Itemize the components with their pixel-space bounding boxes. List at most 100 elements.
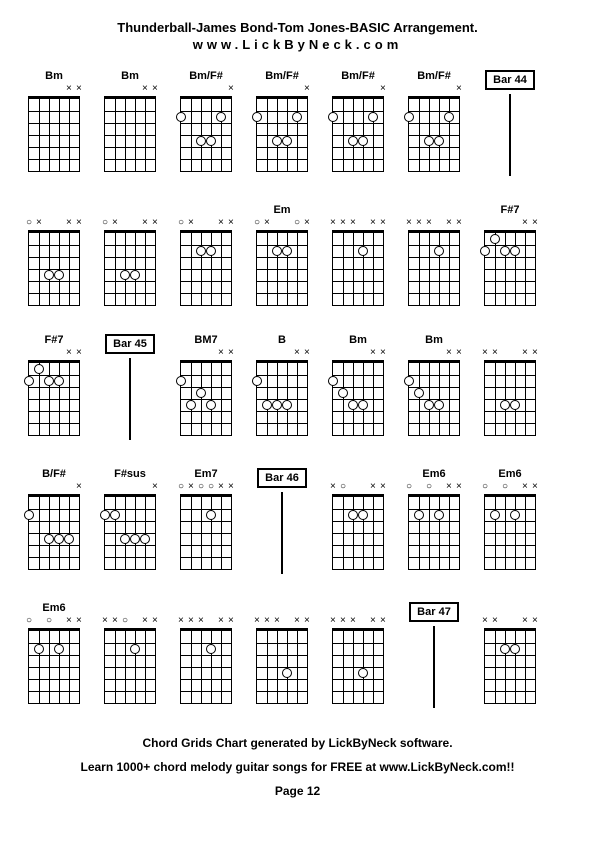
chord-cell: Em6○○×× xyxy=(405,468,463,570)
finger-dot xyxy=(510,644,520,654)
chord-cell: Bm/F# × xyxy=(329,70,387,172)
mute-marker: × xyxy=(370,616,376,626)
mute-marker: × xyxy=(218,616,224,626)
chord-label: Em6 xyxy=(498,468,521,482)
mute-marker: × xyxy=(370,218,376,228)
chord-label: Bm xyxy=(121,70,139,84)
finger-dot xyxy=(110,510,120,520)
fretboard-grid xyxy=(180,494,232,570)
chord-cell: ○××× xyxy=(101,204,159,306)
mute-marker: × xyxy=(152,482,158,492)
finger-dot xyxy=(54,270,64,280)
finger-dot xyxy=(140,534,150,544)
mute-marker: × xyxy=(152,616,158,626)
finger-dot xyxy=(272,136,282,146)
mute-marker: × xyxy=(142,218,148,228)
mute-marker: × xyxy=(102,616,108,626)
fretboard-grid xyxy=(104,494,156,570)
bar-line xyxy=(509,94,511,176)
top-markers: ×× xyxy=(105,86,155,96)
fretboard-grid xyxy=(484,230,536,306)
finger-dot xyxy=(34,644,44,654)
mute-marker: × xyxy=(228,616,234,626)
top-markers: ○××× xyxy=(181,220,231,230)
finger-dot xyxy=(206,136,216,146)
chord-cell: Bm ×× xyxy=(405,334,463,436)
mute-marker: × xyxy=(350,218,356,228)
chord-cell: Bm×× xyxy=(329,334,387,436)
mute-marker: × xyxy=(304,348,310,358)
chord-cell: F#7×× xyxy=(481,204,539,306)
finger-dot xyxy=(358,510,368,520)
fretboard-grid xyxy=(256,360,308,436)
open-marker: ○ xyxy=(198,482,204,492)
mute-marker: × xyxy=(380,84,386,94)
mute-marker: × xyxy=(522,482,528,492)
top-markers: ○○×× xyxy=(29,618,79,628)
chord-cell: ××××× xyxy=(177,602,235,704)
mute-marker: × xyxy=(522,218,528,228)
chord-cell: Bm/F#× xyxy=(405,70,463,172)
finger-dot xyxy=(186,400,196,410)
mute-marker: × xyxy=(406,218,412,228)
top-markers: ×○×× xyxy=(333,484,383,494)
mute-marker: × xyxy=(188,616,194,626)
chord-cell: B/F#× xyxy=(25,468,83,570)
finger-dot xyxy=(262,400,272,410)
mute-marker: × xyxy=(446,348,452,358)
fretboard-grid xyxy=(104,628,156,704)
finger-dot xyxy=(282,136,292,146)
chord-label: BM7 xyxy=(194,334,217,348)
finger-dot xyxy=(490,234,500,244)
mute-marker: × xyxy=(112,616,118,626)
mute-marker: × xyxy=(380,482,386,492)
top-markers: ××××× xyxy=(257,618,307,628)
chord-cell: Em○×○× xyxy=(253,204,311,306)
chord-label: Em7 xyxy=(194,468,217,482)
chord-label: Bm/F# xyxy=(341,70,375,84)
finger-dot xyxy=(120,270,130,280)
fretboard-grid xyxy=(408,494,460,570)
chord-cell: B×× xyxy=(253,334,311,436)
bar-label: Bar 45 xyxy=(105,334,155,354)
finger-dot xyxy=(348,400,358,410)
fretboard-grid xyxy=(104,230,156,306)
page-title: Thunderball-James Bond-Tom Jones-BASIC A… xyxy=(10,20,585,35)
fretboard-grid xyxy=(28,230,80,306)
mute-marker: × xyxy=(350,616,356,626)
finger-dot xyxy=(44,534,54,544)
mute-marker: × xyxy=(66,616,72,626)
mute-marker: × xyxy=(482,348,488,358)
finger-dot xyxy=(64,534,74,544)
mute-marker: × xyxy=(228,348,234,358)
top-markers: ××××× xyxy=(333,618,383,628)
top-markers: ×××× xyxy=(485,350,535,360)
top-markers: ×××× xyxy=(485,618,535,628)
chord-label: Em6 xyxy=(422,468,445,482)
mute-marker: × xyxy=(264,616,270,626)
mute-marker: × xyxy=(152,218,158,228)
top-markers: ×× xyxy=(409,350,459,360)
mute-marker: × xyxy=(380,348,386,358)
finger-dot xyxy=(196,136,206,146)
finger-dot xyxy=(272,400,282,410)
open-marker: ○ xyxy=(426,482,432,492)
finger-dot xyxy=(176,376,186,386)
fretboard-grid xyxy=(332,360,384,436)
chord-cell: Em6○○×× xyxy=(481,468,539,570)
top-markers: ○××× xyxy=(29,220,79,230)
top-markers: ×× xyxy=(29,350,79,360)
finger-dot xyxy=(358,246,368,256)
mute-marker: × xyxy=(330,616,336,626)
top-markers: ○×○× xyxy=(257,220,307,230)
mute-marker: × xyxy=(456,84,462,94)
fretboard-grid xyxy=(180,628,232,704)
mute-marker: × xyxy=(532,482,538,492)
finger-dot xyxy=(490,510,500,520)
bar-line xyxy=(281,492,283,574)
chord-label: Bm xyxy=(425,334,443,348)
fretboard-grid xyxy=(28,494,80,570)
open-marker: ○ xyxy=(178,218,184,228)
fretboard-grid xyxy=(332,628,384,704)
mute-marker: × xyxy=(264,218,270,228)
